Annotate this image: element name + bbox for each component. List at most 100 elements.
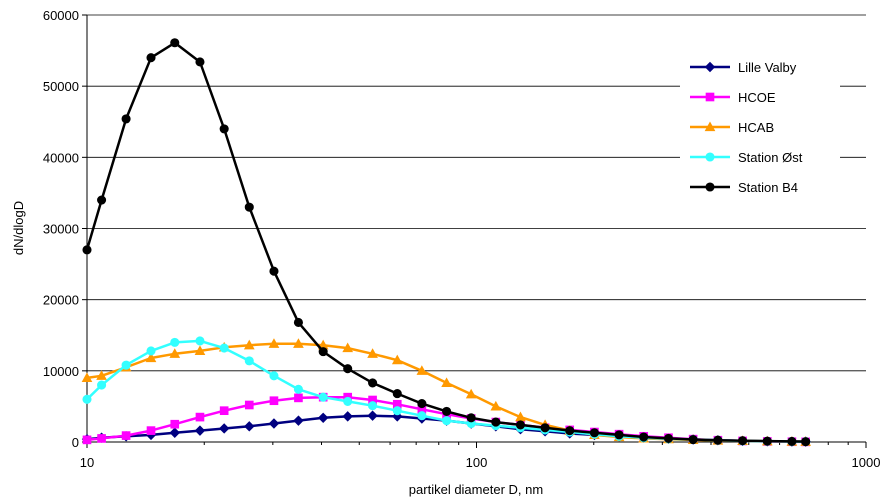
y-tick-labels: 0 10000 20000 30000 40000 50000 60000 bbox=[43, 8, 87, 450]
data-point bbox=[195, 336, 205, 346]
series-hcab bbox=[81, 338, 812, 446]
x-tick-label: 100 bbox=[466, 455, 488, 470]
gridlines bbox=[87, 14, 866, 372]
data-point bbox=[705, 152, 715, 162]
y-tick-label: 40000 bbox=[43, 150, 79, 165]
data-point bbox=[82, 245, 92, 255]
data-point bbox=[442, 416, 452, 426]
data-point bbox=[391, 354, 403, 365]
data-point bbox=[268, 418, 280, 429]
data-point bbox=[82, 435, 92, 445]
data-point bbox=[244, 421, 255, 432]
data-point bbox=[269, 266, 279, 276]
legend-item: Station B4 bbox=[690, 180, 798, 195]
legend-label: Station B4 bbox=[738, 180, 798, 195]
data-point bbox=[688, 434, 698, 445]
y-tick-label: 10000 bbox=[43, 364, 79, 379]
data-point bbox=[639, 432, 649, 442]
legend-item: HCOE bbox=[690, 90, 776, 105]
data-point bbox=[146, 346, 156, 356]
data-point bbox=[170, 38, 180, 48]
data-point bbox=[268, 338, 280, 348]
y-tick-label: 0 bbox=[72, 435, 79, 450]
data-point bbox=[442, 406, 452, 416]
y-tick-label: 60000 bbox=[43, 8, 79, 23]
data-point bbox=[317, 412, 329, 424]
data-point bbox=[293, 338, 304, 348]
data-point bbox=[269, 396, 279, 406]
y-tick-label: 30000 bbox=[43, 222, 79, 237]
data-point bbox=[417, 399, 427, 409]
data-point bbox=[392, 389, 402, 399]
data-point bbox=[82, 394, 92, 404]
data-point bbox=[145, 352, 157, 363]
data-point bbox=[565, 426, 575, 436]
data-point bbox=[269, 371, 279, 381]
legend-label: Station Øst bbox=[738, 150, 803, 165]
data-point bbox=[293, 415, 304, 426]
data-point bbox=[704, 61, 716, 73]
data-point bbox=[219, 343, 229, 353]
data-point bbox=[441, 377, 452, 388]
series-line bbox=[86, 342, 806, 444]
data-point bbox=[244, 356, 254, 366]
data-point bbox=[343, 364, 353, 374]
data-point bbox=[243, 339, 255, 350]
data-point bbox=[589, 428, 599, 438]
x-tick-label: 1000 bbox=[852, 455, 881, 470]
data-point bbox=[195, 412, 205, 422]
data-point bbox=[367, 348, 378, 358]
legend-label: Lille Valby bbox=[738, 60, 797, 75]
data-point bbox=[392, 406, 402, 416]
data-point bbox=[169, 348, 181, 358]
data-point bbox=[146, 53, 156, 63]
data-point bbox=[466, 413, 476, 423]
data-point bbox=[219, 124, 229, 134]
data-point bbox=[146, 426, 156, 435]
data-point bbox=[219, 406, 229, 416]
legend-item: Station Øst bbox=[690, 150, 803, 165]
data-point bbox=[318, 347, 328, 357]
data-point bbox=[97, 434, 106, 443]
data-point bbox=[416, 365, 428, 375]
data-point bbox=[121, 431, 131, 440]
data-point bbox=[368, 378, 378, 388]
data-point bbox=[121, 360, 131, 370]
data-point bbox=[194, 345, 206, 356]
data-point bbox=[342, 411, 353, 422]
data-point bbox=[465, 388, 477, 399]
data-point bbox=[417, 411, 427, 421]
x-tick-labels: 10 100 1000 bbox=[80, 442, 881, 470]
data-point bbox=[96, 370, 107, 380]
data-point bbox=[293, 384, 303, 394]
data-point bbox=[97, 380, 107, 390]
legend-label: HCAB bbox=[738, 120, 774, 135]
legend: Lille Valby HCOE HCAB Station Øst Station B4 bbox=[680, 48, 840, 198]
data-point bbox=[490, 400, 502, 411]
y-tick-label: 50000 bbox=[43, 79, 79, 94]
data-point bbox=[342, 342, 354, 353]
data-point bbox=[515, 420, 526, 430]
data-point bbox=[367, 410, 378, 421]
legend-label: HCOE bbox=[738, 90, 776, 105]
data-point bbox=[704, 121, 716, 132]
y-tick-label: 20000 bbox=[43, 293, 79, 308]
data-point bbox=[663, 433, 674, 443]
data-point bbox=[244, 400, 254, 410]
data-point bbox=[787, 436, 797, 446]
data-point bbox=[801, 437, 811, 447]
data-point bbox=[318, 392, 328, 402]
data-point bbox=[195, 57, 205, 67]
data-point bbox=[705, 182, 715, 192]
data-point bbox=[705, 92, 715, 102]
data-point bbox=[738, 436, 748, 446]
data-point bbox=[170, 419, 180, 429]
data-point bbox=[170, 337, 180, 347]
data-point bbox=[343, 396, 353, 406]
data-point bbox=[368, 401, 378, 411]
data-point bbox=[169, 427, 180, 438]
x-axis-title: partikel diameter D, nm bbox=[409, 482, 543, 497]
data-point bbox=[194, 425, 206, 436]
x-tick-label: 10 bbox=[80, 455, 94, 470]
